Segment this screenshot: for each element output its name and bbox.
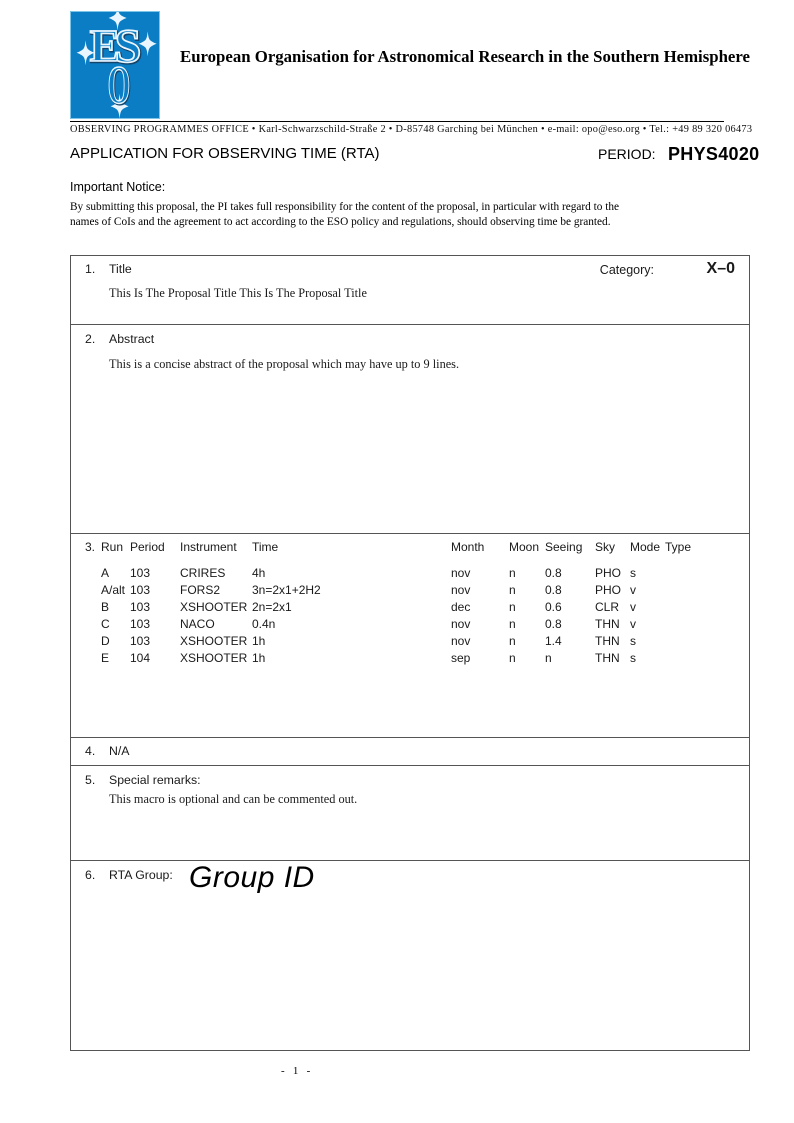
svg-text:O: O — [108, 56, 131, 116]
